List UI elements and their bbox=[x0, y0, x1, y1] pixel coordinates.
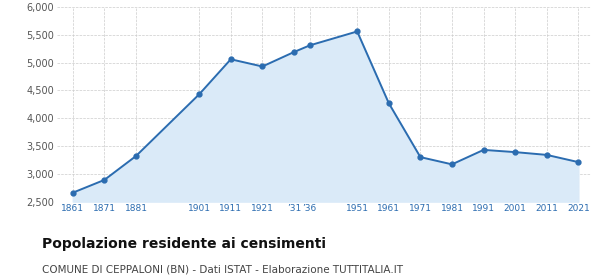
Text: Popolazione residente ai censimenti: Popolazione residente ai censimenti bbox=[42, 237, 326, 251]
Text: COMUNE DI CEPPALONI (BN) - Dati ISTAT - Elaborazione TUTTITALIA.IT: COMUNE DI CEPPALONI (BN) - Dati ISTAT - … bbox=[42, 265, 403, 275]
